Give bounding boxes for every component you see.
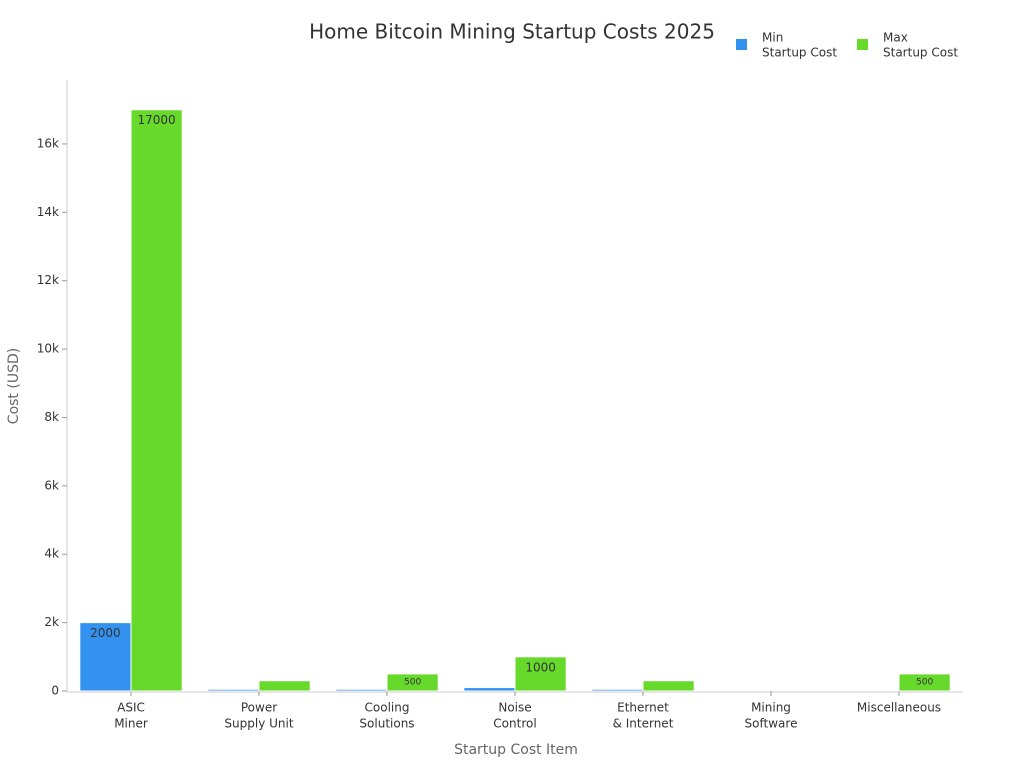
bar xyxy=(207,688,260,692)
data-label: 17000 xyxy=(138,113,176,127)
legend-label: Min xyxy=(762,31,783,45)
y-tick-label: 6k xyxy=(44,478,59,492)
legend-label: Max xyxy=(883,31,908,45)
y-tick-label: 12k xyxy=(37,273,59,287)
chart-title: Home Bitcoin Mining Startup Costs 2025 xyxy=(309,20,715,44)
x-tick-label: ASIC xyxy=(117,701,145,715)
x-tick-label: Mining xyxy=(751,701,791,715)
data-label: 1000 xyxy=(525,660,556,674)
x-tick-label: Noise xyxy=(498,701,531,715)
x-tick-label: Miner xyxy=(114,717,148,731)
bar xyxy=(847,689,900,692)
x-tick-label: & Internet xyxy=(613,717,674,731)
y-tick-label: 10k xyxy=(37,342,59,356)
legend-swatch xyxy=(857,39,868,50)
data-label: 2000 xyxy=(90,626,121,640)
x-tick-label: Software xyxy=(745,717,798,731)
bar xyxy=(130,109,183,692)
y-tick-label: 8k xyxy=(44,410,59,424)
x-tick-label: Cooling xyxy=(365,701,410,715)
bar xyxy=(79,622,132,692)
x-tick-label: Miscellaneous xyxy=(857,701,941,715)
bar xyxy=(591,688,644,692)
x-tick-label: Ethernet xyxy=(617,701,669,715)
x-axis-label: Startup Cost Item xyxy=(454,742,578,758)
bar xyxy=(514,656,567,692)
y-tick-label: 4k xyxy=(44,547,59,561)
y-tick-label: 2k xyxy=(44,615,59,629)
x-tick-label: Control xyxy=(493,717,536,731)
bar xyxy=(463,687,516,692)
bar xyxy=(386,673,439,692)
x-tick-label: Solutions xyxy=(359,717,414,731)
bar xyxy=(898,673,951,692)
data-label: 500 xyxy=(404,677,421,687)
y-tick-label: 16k xyxy=(37,136,59,150)
x-tick-label: Power xyxy=(241,701,277,715)
data-label: 500 xyxy=(916,677,933,687)
bar xyxy=(642,680,695,692)
y-tick-label: 14k xyxy=(37,205,59,219)
legend-label: Startup Cost xyxy=(883,46,958,60)
bar xyxy=(335,688,388,692)
y-axis-label: Cost (USD) xyxy=(6,348,22,424)
legend-label: Startup Cost xyxy=(762,46,837,60)
y-tick-label: 0 xyxy=(51,684,59,698)
bar xyxy=(258,680,311,692)
legend-swatch xyxy=(736,39,747,50)
x-tick-label: Supply Unit xyxy=(224,717,293,731)
